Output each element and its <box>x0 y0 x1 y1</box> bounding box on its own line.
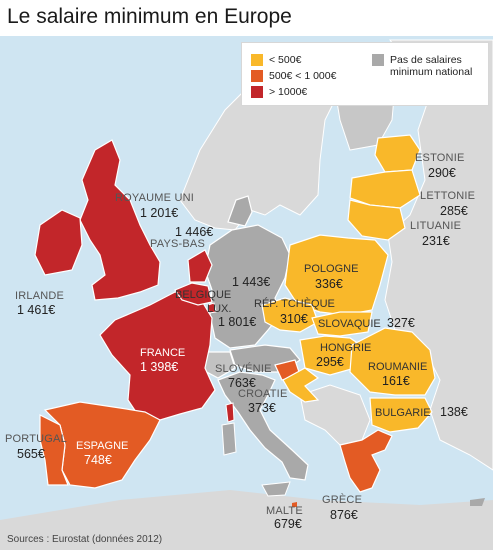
land-uk <box>79 139 161 301</box>
legend-swatch-500-1000 <box>251 70 263 82</box>
land-malta <box>292 502 297 507</box>
land-belgium <box>174 282 213 306</box>
label-lithuania-name: LITUANIE <box>410 220 461 232</box>
label-latvia-value: 285€ <box>440 204 468 218</box>
label-netherlands-value: 1 446€ <box>175 225 213 239</box>
label-hungary-name: HONGRIE <box>320 342 371 354</box>
legend-item-under-500: < 500€ <box>251 54 301 66</box>
labels-baltics: ESTONIE 290€ LETTONIE 285€ LITUANIE 231€ <box>410 152 475 248</box>
label-czech-name: RÉP. TCHÈQUE <box>254 297 335 310</box>
land-sicily <box>261 481 291 497</box>
label-croatia-name: CROATIE <box>238 388 287 400</box>
legend-swatch-under-500 <box>251 54 263 66</box>
label-romania-name: ROUMANIE <box>368 361 427 373</box>
land-netherlands <box>187 249 213 283</box>
land-italy <box>217 371 309 481</box>
source-note: Sources : Eurostat (données 2012) <box>7 534 163 545</box>
legend-item-500-1000: 500€ < 1 000€ <box>251 70 336 82</box>
land-africa <box>0 490 493 550</box>
label-netherlands-name: PAYS-BAS <box>150 238 205 250</box>
label-slovakia-name: SLOVAQUIE <box>318 318 381 330</box>
label-luxembourg-name: LUX. <box>207 303 231 315</box>
labels-west: ROYAUME UNI 1 201€ 1 446€ PAYS-BAS IRLAN… <box>5 192 270 467</box>
legend-label-under-500: < 500€ <box>269 54 302 66</box>
label-estonia-value: 290€ <box>428 166 456 180</box>
label-uk-value: 1 201€ <box>140 206 178 220</box>
label-malta-name: MALTE <box>266 505 303 517</box>
legend-item-over-1000: > 1000€ <box>251 86 307 98</box>
label-romania-value: 161€ <box>382 374 410 388</box>
label-bulgaria-value: 138€ <box>440 405 468 419</box>
labels-east: ROUMANIE 161€ BULGARIE 138€ GRÈCE 876€ M… <box>266 361 468 531</box>
land-lithuania <box>347 199 406 241</box>
legend-item-none: Pas de salaires minimum national <box>372 54 482 78</box>
label-portugal-value: 565€ <box>17 447 45 461</box>
label-ireland-value: 1 461€ <box>17 303 55 317</box>
label-slovakia-value: 327€ <box>387 316 415 330</box>
map-legend: < 500€ 500€ < 1 000€ > 1000€ Pas de sala… <box>241 42 489 106</box>
legend-label-none: Pas de salaires minimum national <box>390 54 473 78</box>
page-title: Le salaire minimum en Europe <box>7 5 292 28</box>
land-ireland <box>34 209 83 276</box>
land-croatia <box>282 367 320 403</box>
label-france-name: FRANCE <box>140 347 185 359</box>
legend-label-500-1000: 500€ < 1 000€ <box>269 70 337 82</box>
label-slovenia-name: SLOVÉNIE <box>215 362 272 375</box>
land-portugal <box>39 414 69 486</box>
label-lithuania-value: 231€ <box>422 234 450 248</box>
label-poland-value: 336€ <box>315 277 343 291</box>
land-romania <box>349 327 436 396</box>
label-luxembourg-value: 1 801€ <box>218 315 256 329</box>
label-estonia-name: ESTONIE <box>415 152 465 164</box>
land-czech <box>261 297 319 333</box>
label-czech-value: 310€ <box>280 312 308 326</box>
land-sardinia <box>221 422 237 456</box>
label-spain-name: ESPAGNE <box>76 440 128 452</box>
label-hungary-value: 295€ <box>316 355 344 369</box>
label-malta-value: 679€ <box>274 517 302 531</box>
legend-label-over-1000: > 1000€ <box>269 86 308 98</box>
label-croatia-value: 373€ <box>248 401 276 415</box>
land-corsica <box>225 402 235 423</box>
label-greece-value: 876€ <box>330 508 358 522</box>
label-uk-name: ROYAUME UNI <box>115 192 194 204</box>
label-latvia-name: LETTONIE <box>420 190 475 202</box>
label-belgium-name: BELGIQUE <box>175 289 231 301</box>
land-estonia <box>374 134 421 173</box>
legend-swatch-over-1000 <box>251 86 263 98</box>
land-denmark <box>227 195 253 227</box>
labels-central: POLOGNE 336€ RÉP. TCHÈQUE 310€ SLOVAQUIE… <box>215 263 415 415</box>
label-ireland-name: IRLANDE <box>15 290 64 302</box>
label-spain-value: 748€ <box>84 453 112 467</box>
label-bulgaria-name: BULGARIE <box>375 407 431 419</box>
legend-swatch-none <box>372 54 384 66</box>
label-greece-name: GRÈCE <box>322 493 362 506</box>
land-cyprus-placeholder <box>470 498 485 506</box>
label-portugal-name: PORTUGAL <box>5 433 67 445</box>
land-luxembourg <box>207 302 217 314</box>
land-greece <box>339 429 393 493</box>
label-belgium-value: 1 443€ <box>232 275 270 289</box>
land-slovakia <box>311 311 373 337</box>
land-latvia <box>349 169 421 209</box>
land-bulgaria <box>369 397 433 433</box>
label-poland-name: POLOGNE <box>304 263 358 275</box>
label-slovenia-value: 763€ <box>228 376 256 390</box>
label-france-value: 1 398€ <box>140 360 178 374</box>
